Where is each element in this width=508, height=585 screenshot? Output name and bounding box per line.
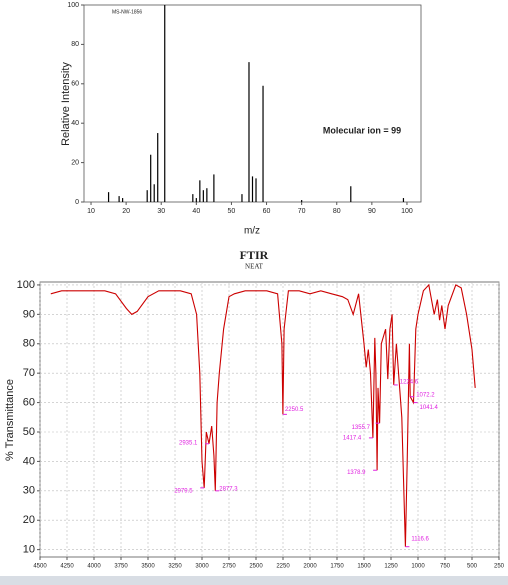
x-tick-label: 4000 <box>87 564 101 570</box>
peak-label: 1224.6 <box>400 380 419 386</box>
y-axis-label: % Transmittance <box>4 379 16 461</box>
y-tick-label: 100 <box>17 279 35 291</box>
y-tick-label: 0 <box>75 199 79 206</box>
peak-label: 2877.3 <box>219 486 238 492</box>
x-tick-label: 60 <box>263 208 271 215</box>
x-tick-label: 1000 <box>411 564 425 570</box>
x-tick-label: 100 <box>401 208 413 215</box>
peak-label: 1072.2 <box>416 392 435 398</box>
y-tick-label: 10 <box>23 544 35 556</box>
y-tick-label: 30 <box>23 485 35 497</box>
y-tick-label: 40 <box>71 120 79 127</box>
y-tick-label: 90 <box>23 308 35 320</box>
dock-strip <box>0 576 508 585</box>
y-tick-label: 80 <box>23 338 35 350</box>
x-tick-label: 70 <box>298 208 306 215</box>
annotation: Molecular ion = 99 <box>323 125 401 135</box>
x-tick-label: 3000 <box>195 564 209 570</box>
chart-title: FTIR <box>240 248 269 262</box>
peak-label: 1355.7 <box>352 425 371 431</box>
x-axis-label: m/z <box>244 226 260 237</box>
peak-label: 1041.4 <box>420 405 439 411</box>
x-tick-label: 40 <box>192 208 200 215</box>
peak-label: 2935.1 <box>179 440 198 446</box>
y-axis-label: Relative Intensity <box>60 62 72 146</box>
x-tick-label: 2250 <box>276 564 290 570</box>
x-tick-label: 2000 <box>303 564 317 570</box>
chart-subtitle: NEAT <box>245 263 264 271</box>
x-tick-label: 80 <box>333 208 341 215</box>
x-tick-label: 3750 <box>114 564 128 570</box>
spectrum-code: MS-NW-1856 <box>112 9 142 15</box>
y-tick-label: 80 <box>71 41 79 48</box>
peak-label: 2979.5 <box>174 488 193 494</box>
x-tick-label: 20 <box>122 208 130 215</box>
y-tick-label: 60 <box>23 396 35 408</box>
x-tick-label: 1500 <box>357 564 371 570</box>
x-tick-label: 3500 <box>141 564 155 570</box>
x-tick-label: 1750 <box>330 564 344 570</box>
y-tick-label: 20 <box>23 514 35 526</box>
x-tick-label: 90 <box>368 208 376 215</box>
x-tick-label: 3250 <box>168 564 182 570</box>
y-tick-label: 60 <box>71 81 79 88</box>
y-tick-label: 50 <box>23 426 35 438</box>
y-tick-label: 70 <box>23 367 35 379</box>
x-tick-label: 4500 <box>33 564 47 570</box>
spectrum-line <box>50 283 476 547</box>
peak-label: 1378.9 <box>347 470 366 476</box>
x-tick-label: 500 <box>467 564 478 570</box>
x-tick-label: 750 <box>440 564 451 570</box>
peak-label: 2250.5 <box>285 407 304 413</box>
x-tick-label: 4250 <box>60 564 74 570</box>
x-tick-label: 250 <box>494 564 505 570</box>
y-tick-label: 100 <box>67 2 79 9</box>
y-tick-label: 20 <box>71 159 79 166</box>
x-tick-label: 30 <box>157 208 165 215</box>
y-tick-label: 40 <box>23 455 35 467</box>
x-tick-label: 2750 <box>222 564 236 570</box>
peak-label: 1417.4 <box>343 435 362 441</box>
x-tick-label: 2500 <box>249 564 263 570</box>
x-tick-label: 50 <box>228 208 236 215</box>
peak-label: 1116.6 <box>411 536 429 542</box>
x-tick-label: 10 <box>87 208 95 215</box>
x-tick-label: 1250 <box>384 564 398 570</box>
